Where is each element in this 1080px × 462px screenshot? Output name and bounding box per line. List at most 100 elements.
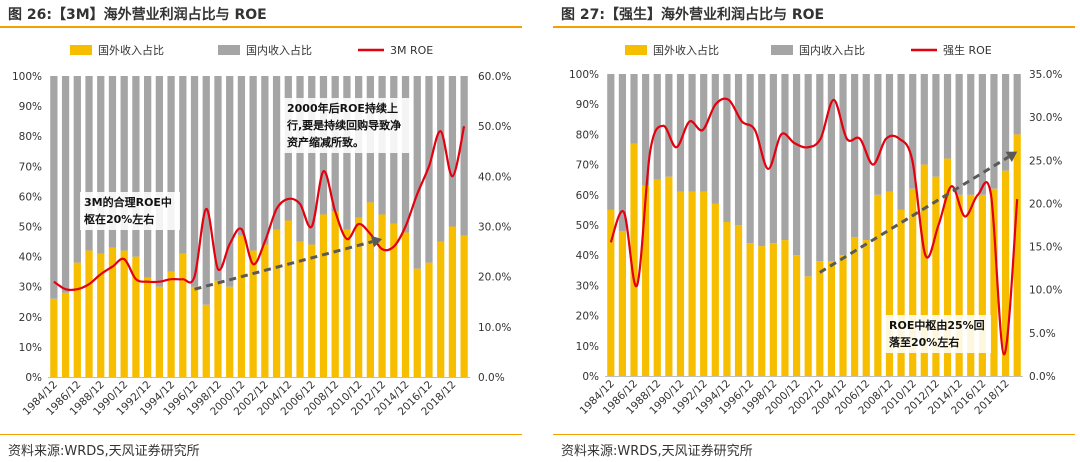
legend-swatch — [625, 45, 647, 55]
bar-foreign-share — [885, 191, 894, 376]
bar-domestic-share — [296, 76, 304, 242]
bar-foreign-share — [630, 143, 638, 376]
bar-foreign-share — [642, 185, 650, 376]
y-tick-label-right: 30.0% — [1029, 112, 1062, 124]
legend-label: 国内收入占比 — [246, 43, 312, 57]
bar-foreign-share — [355, 217, 363, 377]
bar-foreign-share — [839, 255, 847, 376]
y-tick-label-left: 60% — [576, 190, 599, 202]
y-tick-label-left: 40% — [576, 250, 599, 262]
bar-foreign-share — [920, 164, 928, 376]
y-tick-label-left: 60% — [19, 191, 42, 203]
bar-foreign-share — [607, 209, 615, 376]
bar-foreign-share — [50, 298, 58, 377]
bar-foreign-share — [308, 244, 316, 377]
y-tick-label-left: 30% — [19, 282, 42, 294]
bar-foreign-share — [990, 188, 998, 376]
bar-domestic-share — [1013, 74, 1021, 135]
bar-domestic-share — [746, 74, 754, 244]
bar-domestic-share — [308, 76, 316, 245]
bar-domestic-share — [132, 76, 140, 257]
bar-foreign-share — [61, 292, 70, 377]
y-tick-label-left: 80% — [576, 129, 599, 141]
bar-foreign-share — [665, 176, 673, 376]
bar-domestic-share — [226, 76, 234, 287]
bar-domestic-share — [144, 76, 152, 278]
bar-domestic-share — [932, 74, 940, 177]
bar-domestic-share — [237, 76, 246, 236]
bar-domestic-share — [839, 74, 847, 256]
trend-arrow-shaft — [819, 155, 1010, 274]
bar-foreign-share — [237, 235, 246, 377]
bar-foreign-share — [804, 276, 812, 376]
y-tick-label-right: 10.0% — [1029, 285, 1062, 297]
roe-line — [53, 125, 466, 292]
bar-foreign-share — [366, 202, 374, 377]
bar-domestic-share — [618, 74, 627, 232]
bar-domestic-share — [437, 76, 445, 242]
bar-foreign-share — [108, 247, 117, 377]
bar-foreign-share — [437, 241, 445, 377]
bar-domestic-share — [723, 74, 731, 222]
bar-foreign-share — [909, 188, 917, 376]
bar-domestic-share — [272, 76, 281, 230]
trend-arrow-head — [1005, 151, 1018, 162]
bar-foreign-share — [331, 211, 339, 377]
bar-foreign-share — [816, 261, 824, 376]
y-tick-label-left: 100% — [569, 69, 599, 81]
bar-foreign-share — [390, 223, 398, 377]
chart-jnj: 国外收入占比 国内收入占比 强生 ROE 0% 10% 20% 30% 40% 50% 60% 70… — [569, 43, 1062, 417]
legend-label: 国外收入占比 — [653, 43, 719, 57]
y-tick-label-left: 70% — [576, 160, 599, 172]
bar-domestic-share — [155, 76, 163, 287]
bar-domestic-share — [61, 76, 70, 293]
bar-domestic-share — [202, 76, 210, 305]
bar-foreign-share — [792, 255, 801, 376]
bar-domestic-share — [676, 74, 685, 192]
bar-foreign-share — [943, 158, 952, 376]
bar-domestic-share — [50, 76, 58, 299]
bar-domestic-share — [73, 76, 81, 263]
bar-foreign-share — [132, 256, 140, 377]
bar-foreign-share — [97, 253, 105, 377]
bar-domestic-share — [1001, 74, 1010, 171]
chart-panel-jnj: 图 27:【强生】海外营业利润占比与 ROE 国外收入占比 国内收入占比 强生 RO… — [553, 0, 1080, 462]
bar-domestic-share — [967, 74, 975, 195]
bar-foreign-share — [343, 229, 351, 377]
chart-panel-3m: 图 26:【3M】海外营业利润占比与 ROE 国外收入占比 国内收入占比 3M RO… — [0, 0, 530, 462]
y-tick-label-right: 20.0% — [1029, 198, 1062, 210]
bar-domestic-share — [758, 74, 766, 247]
bar-foreign-share — [73, 262, 81, 377]
bar-domestic-share — [804, 74, 812, 277]
bar-foreign-share — [723, 221, 731, 376]
title-divider — [553, 26, 1075, 28]
bar-domestic-share — [190, 76, 199, 287]
bar-foreign-share — [1013, 134, 1021, 376]
bar-foreign-share — [425, 262, 433, 377]
y-tick-label-right: 25.0% — [1029, 155, 1062, 167]
bar-foreign-share — [448, 226, 457, 377]
chart-title: 图 26:【3M】海外营业利润占比与 ROE — [8, 7, 267, 23]
bar-domestic-share — [816, 74, 824, 262]
roe-line — [609, 97, 1019, 356]
bar-foreign-share — [1001, 170, 1010, 376]
bar-foreign-share — [781, 240, 789, 376]
y-tick-label-left: 10% — [576, 341, 599, 353]
bar-foreign-share — [179, 253, 187, 377]
legend-swatch — [70, 45, 92, 55]
bar-domestic-share — [700, 74, 708, 192]
bar-foreign-share — [202, 304, 210, 377]
bar-domestic-share — [413, 76, 421, 269]
bar-foreign-share — [769, 243, 777, 376]
bar-foreign-share — [155, 286, 163, 377]
y-tick-label-right: 10.0% — [478, 322, 511, 334]
y-tick-label-left: 40% — [19, 252, 42, 264]
y-tick-label-right: 0.0% — [1029, 371, 1056, 383]
y-tick-label-right: 40.0% — [478, 171, 511, 183]
y-tick-label-left: 10% — [19, 342, 42, 354]
bar-foreign-share — [700, 191, 708, 376]
bar-domestic-share — [108, 76, 117, 248]
bar-foreign-share — [653, 179, 661, 376]
bar-foreign-share — [460, 235, 468, 377]
bar-foreign-share — [851, 237, 859, 376]
